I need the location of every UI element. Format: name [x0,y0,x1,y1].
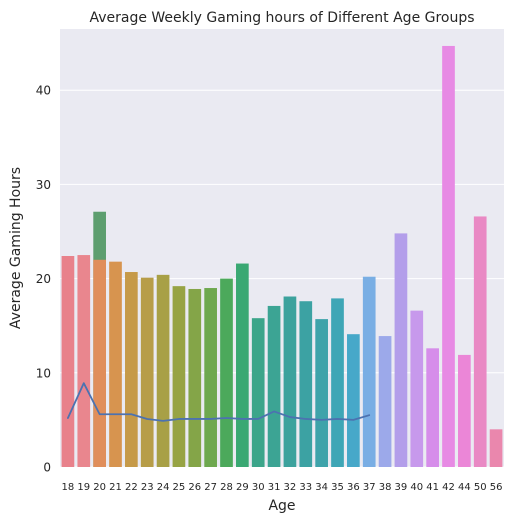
bar [394,233,408,467]
bar [362,276,376,467]
x-tick-label: 42 [442,482,455,493]
y-tick-label: 10 [36,366,51,380]
x-tick-label: 40 [410,482,423,493]
bar [204,288,217,467]
bar [125,272,138,467]
x-tick-label: 39 [395,482,408,493]
x-tick-label: 50 [474,482,487,493]
bar [378,336,392,467]
x-tick-label: 29 [236,482,249,493]
x-tick-label: 26 [188,482,201,493]
x-tick-label: 22 [125,482,138,493]
bar [489,429,503,467]
bar [236,263,249,467]
bar [315,319,328,467]
bar [347,334,360,467]
chart-title: Average Weekly Gaming hours of Different… [89,10,474,26]
bar [299,301,313,467]
y-tick-label: 20 [36,272,51,286]
y-tick-label: 30 [36,178,51,192]
bar [283,296,297,467]
bar [410,310,424,467]
bar [267,305,281,467]
y-tick-label: 0 [43,461,51,475]
y-tick-labels: 0 10 20 30 40 [36,84,51,475]
bars [61,45,503,468]
x-tick-label: 33 [299,482,312,493]
x-tick-label: 25 [173,482,186,493]
bar [109,261,122,467]
x-tick-label: 24 [157,482,170,493]
x-tick-label: 20 [93,482,106,493]
overlay-line [67,382,371,422]
y-axis-label: Average Gaming Hours [8,167,24,329]
x-tick-label: 23 [141,482,154,493]
bar [458,354,471,467]
bar [93,259,106,467]
bar [251,318,265,467]
y-tick-label: 40 [36,84,51,98]
x-tick-label: 30 [252,482,265,493]
bar [61,256,75,467]
bar [331,298,344,467]
bar [172,286,186,467]
x-tick-labels: 18 19 20 21 22 23 24 25 26 27 28 29 30 31 32 33 34 35 36 37… [62,482,503,493]
bar [426,348,439,467]
bar [156,274,170,467]
x-tick-label: 38 [379,482,392,493]
x-tick-label: 44 [458,482,471,493]
x-tick-label: 19 [77,482,90,493]
x-tick-label: 34 [315,482,328,493]
x-tick-label: 31 [268,482,281,493]
overlay-series-line [67,382,371,422]
x-tick-label: 41 [426,482,439,493]
bar [77,255,91,467]
x-tick-label: 27 [204,482,217,493]
bar [140,277,154,467]
x-tick-label: 18 [62,482,75,493]
bar [442,45,455,468]
x-axis-label: Age [268,498,295,514]
x-tick-label: 28 [220,482,233,493]
x-tick-label: 37 [363,482,376,493]
x-tick-label: 35 [331,482,344,493]
bar [188,288,202,467]
bar [220,278,233,467]
x-tick-label: 32 [284,482,297,493]
x-tick-label: 36 [347,482,360,493]
x-tick-label: 21 [109,482,122,493]
bar [473,216,487,467]
x-tick-label: 56 [490,482,503,493]
